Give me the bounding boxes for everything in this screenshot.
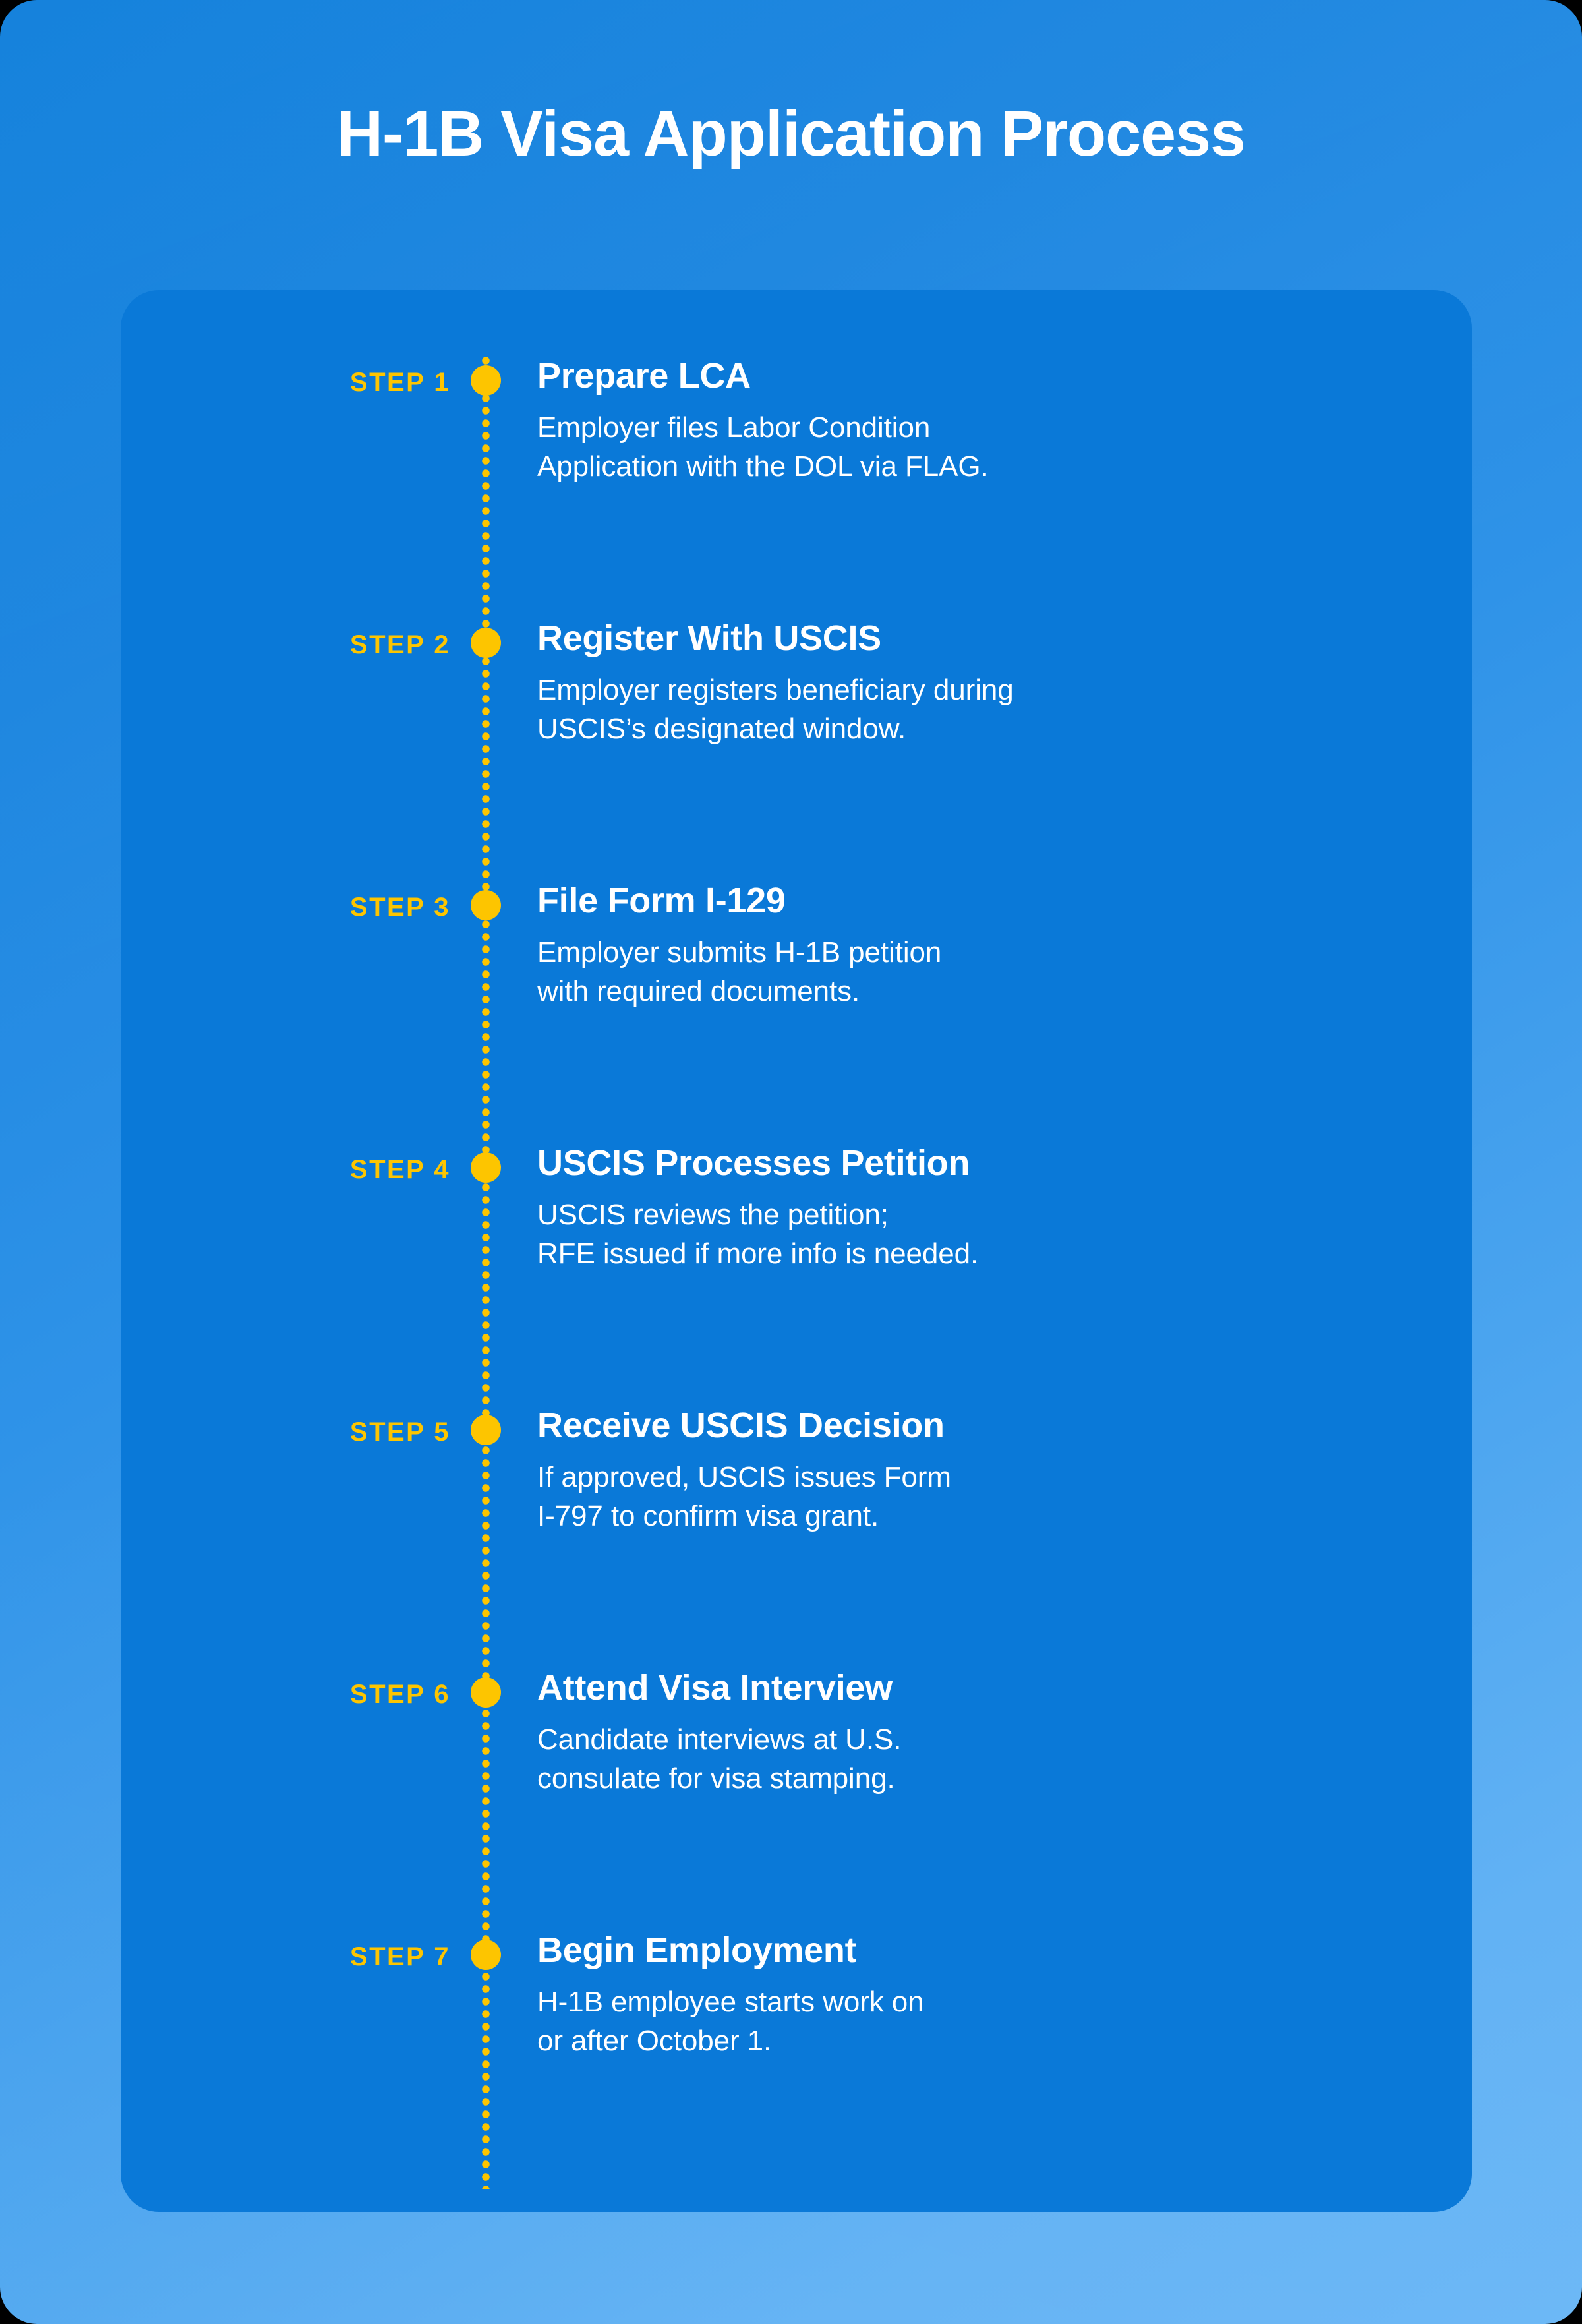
title-container: H-1B Visa Application Process [0, 98, 1582, 169]
step-description-line: Candidate interviews at U.S. [537, 1723, 902, 1756]
timeline-step[interactable]: STEP 6 Attend Visa Interview Candidate int… [121, 1668, 1472, 1930]
timeline-dot-icon [471, 365, 501, 396]
step-title: Prepare LCA [537, 356, 751, 396]
step-description: Employer files Labor Condition Applicatio… [537, 409, 1407, 485]
page-title: H-1B Visa Application Process [337, 98, 1246, 169]
step-title: Begin Employment [537, 1930, 857, 1970]
timeline-connector-dotted-line [481, 356, 490, 2189]
timeline-step[interactable]: STEP 2 Register With USCIS Employer regist… [121, 618, 1472, 881]
step-body: USCIS Processes Petition USCIS reviews th… [537, 1143, 1407, 1273]
step-description: Candidate interviews at U.S. consulate fo… [537, 1721, 1407, 1797]
step-title: File Form I-129 [537, 881, 786, 920]
step-title: Register With USCIS [537, 618, 881, 658]
step-description-line: Employer registers beneficiary during [537, 674, 1014, 707]
timeline-dot-icon [471, 1940, 501, 1970]
step-description-line: Employer files Labor Condition [537, 411, 931, 444]
step-description-line: USCIS reviews the petition; [537, 1199, 889, 1232]
step-description: H-1B employee starts work on or after Oct… [537, 1983, 1407, 2060]
step-description-line: If approved, USCIS issues Form [537, 1461, 951, 1494]
step-description: If approved, USCIS issues Form I-797 to c… [537, 1458, 1407, 1535]
timeline-dot-icon [471, 1677, 501, 1708]
step-description-line: Application with the DOL via FLAG. [537, 450, 989, 483]
step-description: USCIS reviews the petition; RFE issued if… [537, 1196, 1407, 1272]
step-body: Begin Employment H-1B employee starts wor… [537, 1930, 1407, 2060]
step-number-label: STEP 3 [349, 893, 450, 922]
step-number-label: STEP 2 [349, 630, 450, 659]
timeline-dot-icon [471, 890, 501, 920]
step-body: Attend Visa Interview Candidate interview… [537, 1668, 1407, 1798]
step-number-label: STEP 5 [349, 1417, 450, 1446]
step-title: USCIS Processes Petition [537, 1143, 970, 1183]
step-description-line: RFE issued if more info is needed. [537, 1237, 979, 1270]
step-title: Receive USCIS Decision [537, 1406, 945, 1445]
step-description-line: Employer submits H-1B petition [537, 936, 942, 969]
timeline-card: STEP 1 Prepare LCA Employer files Labor Co… [121, 290, 1472, 2212]
step-body: Prepare LCA Employer files Labor Conditio… [537, 356, 1407, 486]
step-description-line: consulate for visa stamping. [537, 1762, 895, 1795]
timeline-dot-icon [471, 1415, 501, 1445]
step-description-line: or after October 1. [537, 2024, 772, 2057]
timeline-step[interactable]: STEP 1 Prepare LCA Employer files Labor Co… [121, 356, 1472, 618]
step-description-line: USCIS’s designated window. [537, 712, 906, 745]
timeline: STEP 1 Prepare LCA Employer files Labor Co… [121, 290, 1472, 2212]
step-number-label: STEP 4 [349, 1155, 450, 1184]
timeline-dot-icon [471, 628, 501, 658]
timeline-step[interactable]: STEP 3 File Form I-129 Employer submits H-… [121, 881, 1472, 1143]
step-title: Attend Visa Interview [537, 1668, 893, 1708]
step-description: Employer registers beneficiary during USC… [537, 671, 1407, 748]
step-body: Receive USCIS Decision If approved, USCIS… [537, 1406, 1407, 1535]
timeline-dot-icon [471, 1152, 501, 1183]
step-description-line: H-1B employee starts work on [537, 1986, 924, 2019]
step-description: Employer submits H-1B petition with requi… [537, 934, 1407, 1010]
step-description-line: with required documents. [537, 974, 860, 1007]
step-number-label: STEP 1 [349, 368, 450, 397]
step-description-line: I-797 to confirm visa grant. [537, 1499, 879, 1532]
step-body: Register With USCIS Employer registers be… [537, 618, 1407, 748]
timeline-step[interactable]: STEP 7 Begin Employment H-1B employee star… [121, 1930, 1472, 2193]
timeline-step[interactable]: STEP 4 USCIS Processes Petition USCIS revi… [121, 1143, 1472, 1406]
step-number-label: STEP 6 [349, 1680, 450, 1709]
step-body: File Form I-129 Employer submits H-1B pet… [537, 881, 1407, 1011]
step-number-label: STEP 7 [349, 1942, 450, 1971]
timeline-step[interactable]: STEP 5 Receive USCIS Decision If approved,… [121, 1406, 1472, 1668]
